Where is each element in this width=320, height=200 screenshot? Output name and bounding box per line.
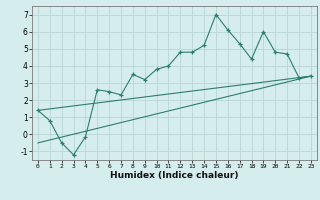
X-axis label: Humidex (Indice chaleur): Humidex (Indice chaleur)	[110, 171, 239, 180]
